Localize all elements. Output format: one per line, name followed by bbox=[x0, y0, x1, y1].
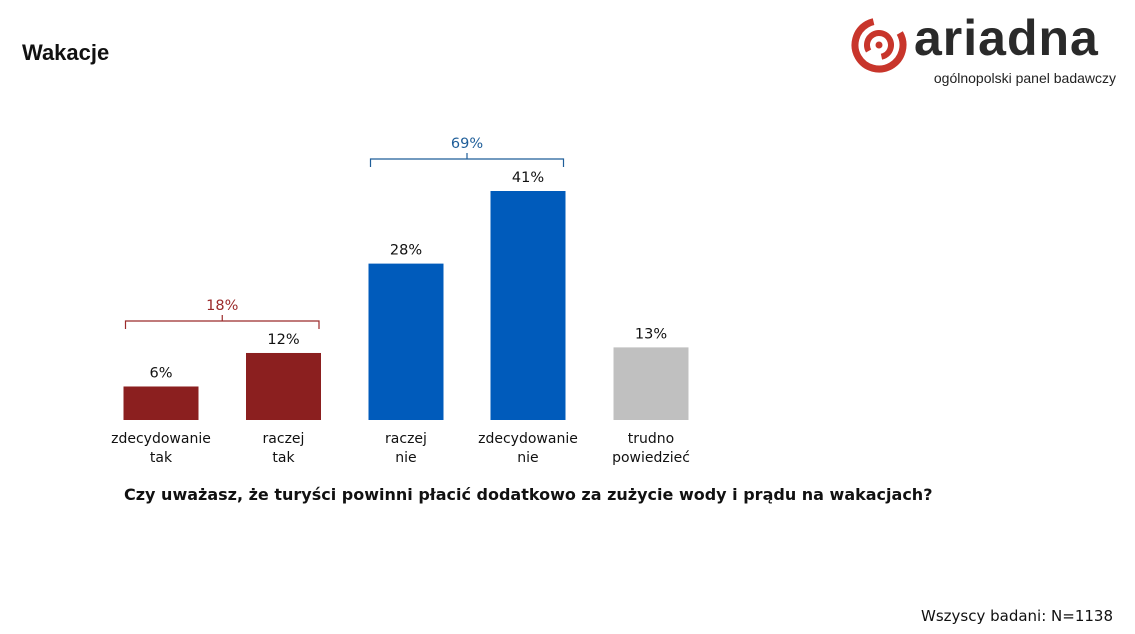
ariadna-logo-mark-icon bbox=[851, 17, 907, 73]
bar-3 bbox=[490, 191, 566, 420]
data-label-1: 12% bbox=[267, 332, 299, 348]
category-label-3-0: zdecydowanie bbox=[478, 431, 578, 447]
logo-tagline: ogólnopolski panel badawczy bbox=[933, 70, 1116, 86]
category-label-3-1: nie bbox=[517, 450, 538, 466]
ariadna-logo: ariadna ogólnopolski panel badawczy bbox=[850, 10, 1120, 90]
category-label-2-1: nie bbox=[395, 450, 416, 466]
bar-0 bbox=[123, 386, 199, 420]
bar-2 bbox=[368, 263, 444, 420]
data-label-3: 41% bbox=[512, 170, 544, 186]
bar-1 bbox=[246, 352, 321, 420]
group-bracket-0 bbox=[124, 314, 320, 329]
group-label-0: 18% bbox=[206, 298, 238, 314]
category-label-0-0: zdecydowanie bbox=[111, 431, 211, 447]
logo-wordmark: ariadna bbox=[914, 10, 1099, 66]
data-label-0: 6% bbox=[149, 365, 172, 381]
category-label-4-0: trudno bbox=[628, 431, 674, 447]
bar-4 bbox=[613, 347, 689, 420]
sample-size-note: Wszyscy badani: N=1138 bbox=[921, 607, 1113, 625]
data-label-4: 13% bbox=[635, 326, 667, 342]
page-title: Wakacje bbox=[22, 40, 110, 65]
category-label-1-0: raczej bbox=[263, 431, 305, 447]
data-label-2: 28% bbox=[390, 243, 422, 259]
category-label-2-0: raczej bbox=[385, 431, 427, 447]
group-label-1: 69% bbox=[451, 136, 483, 152]
category-label-4-1: powiedzieć bbox=[612, 450, 690, 466]
survey-question: Czy uważasz, że turyści powinni płacić d… bbox=[124, 485, 933, 504]
group-bracket-1 bbox=[369, 153, 565, 167]
category-label-0-1: tak bbox=[150, 450, 173, 466]
category-label-1-1: tak bbox=[272, 450, 295, 466]
